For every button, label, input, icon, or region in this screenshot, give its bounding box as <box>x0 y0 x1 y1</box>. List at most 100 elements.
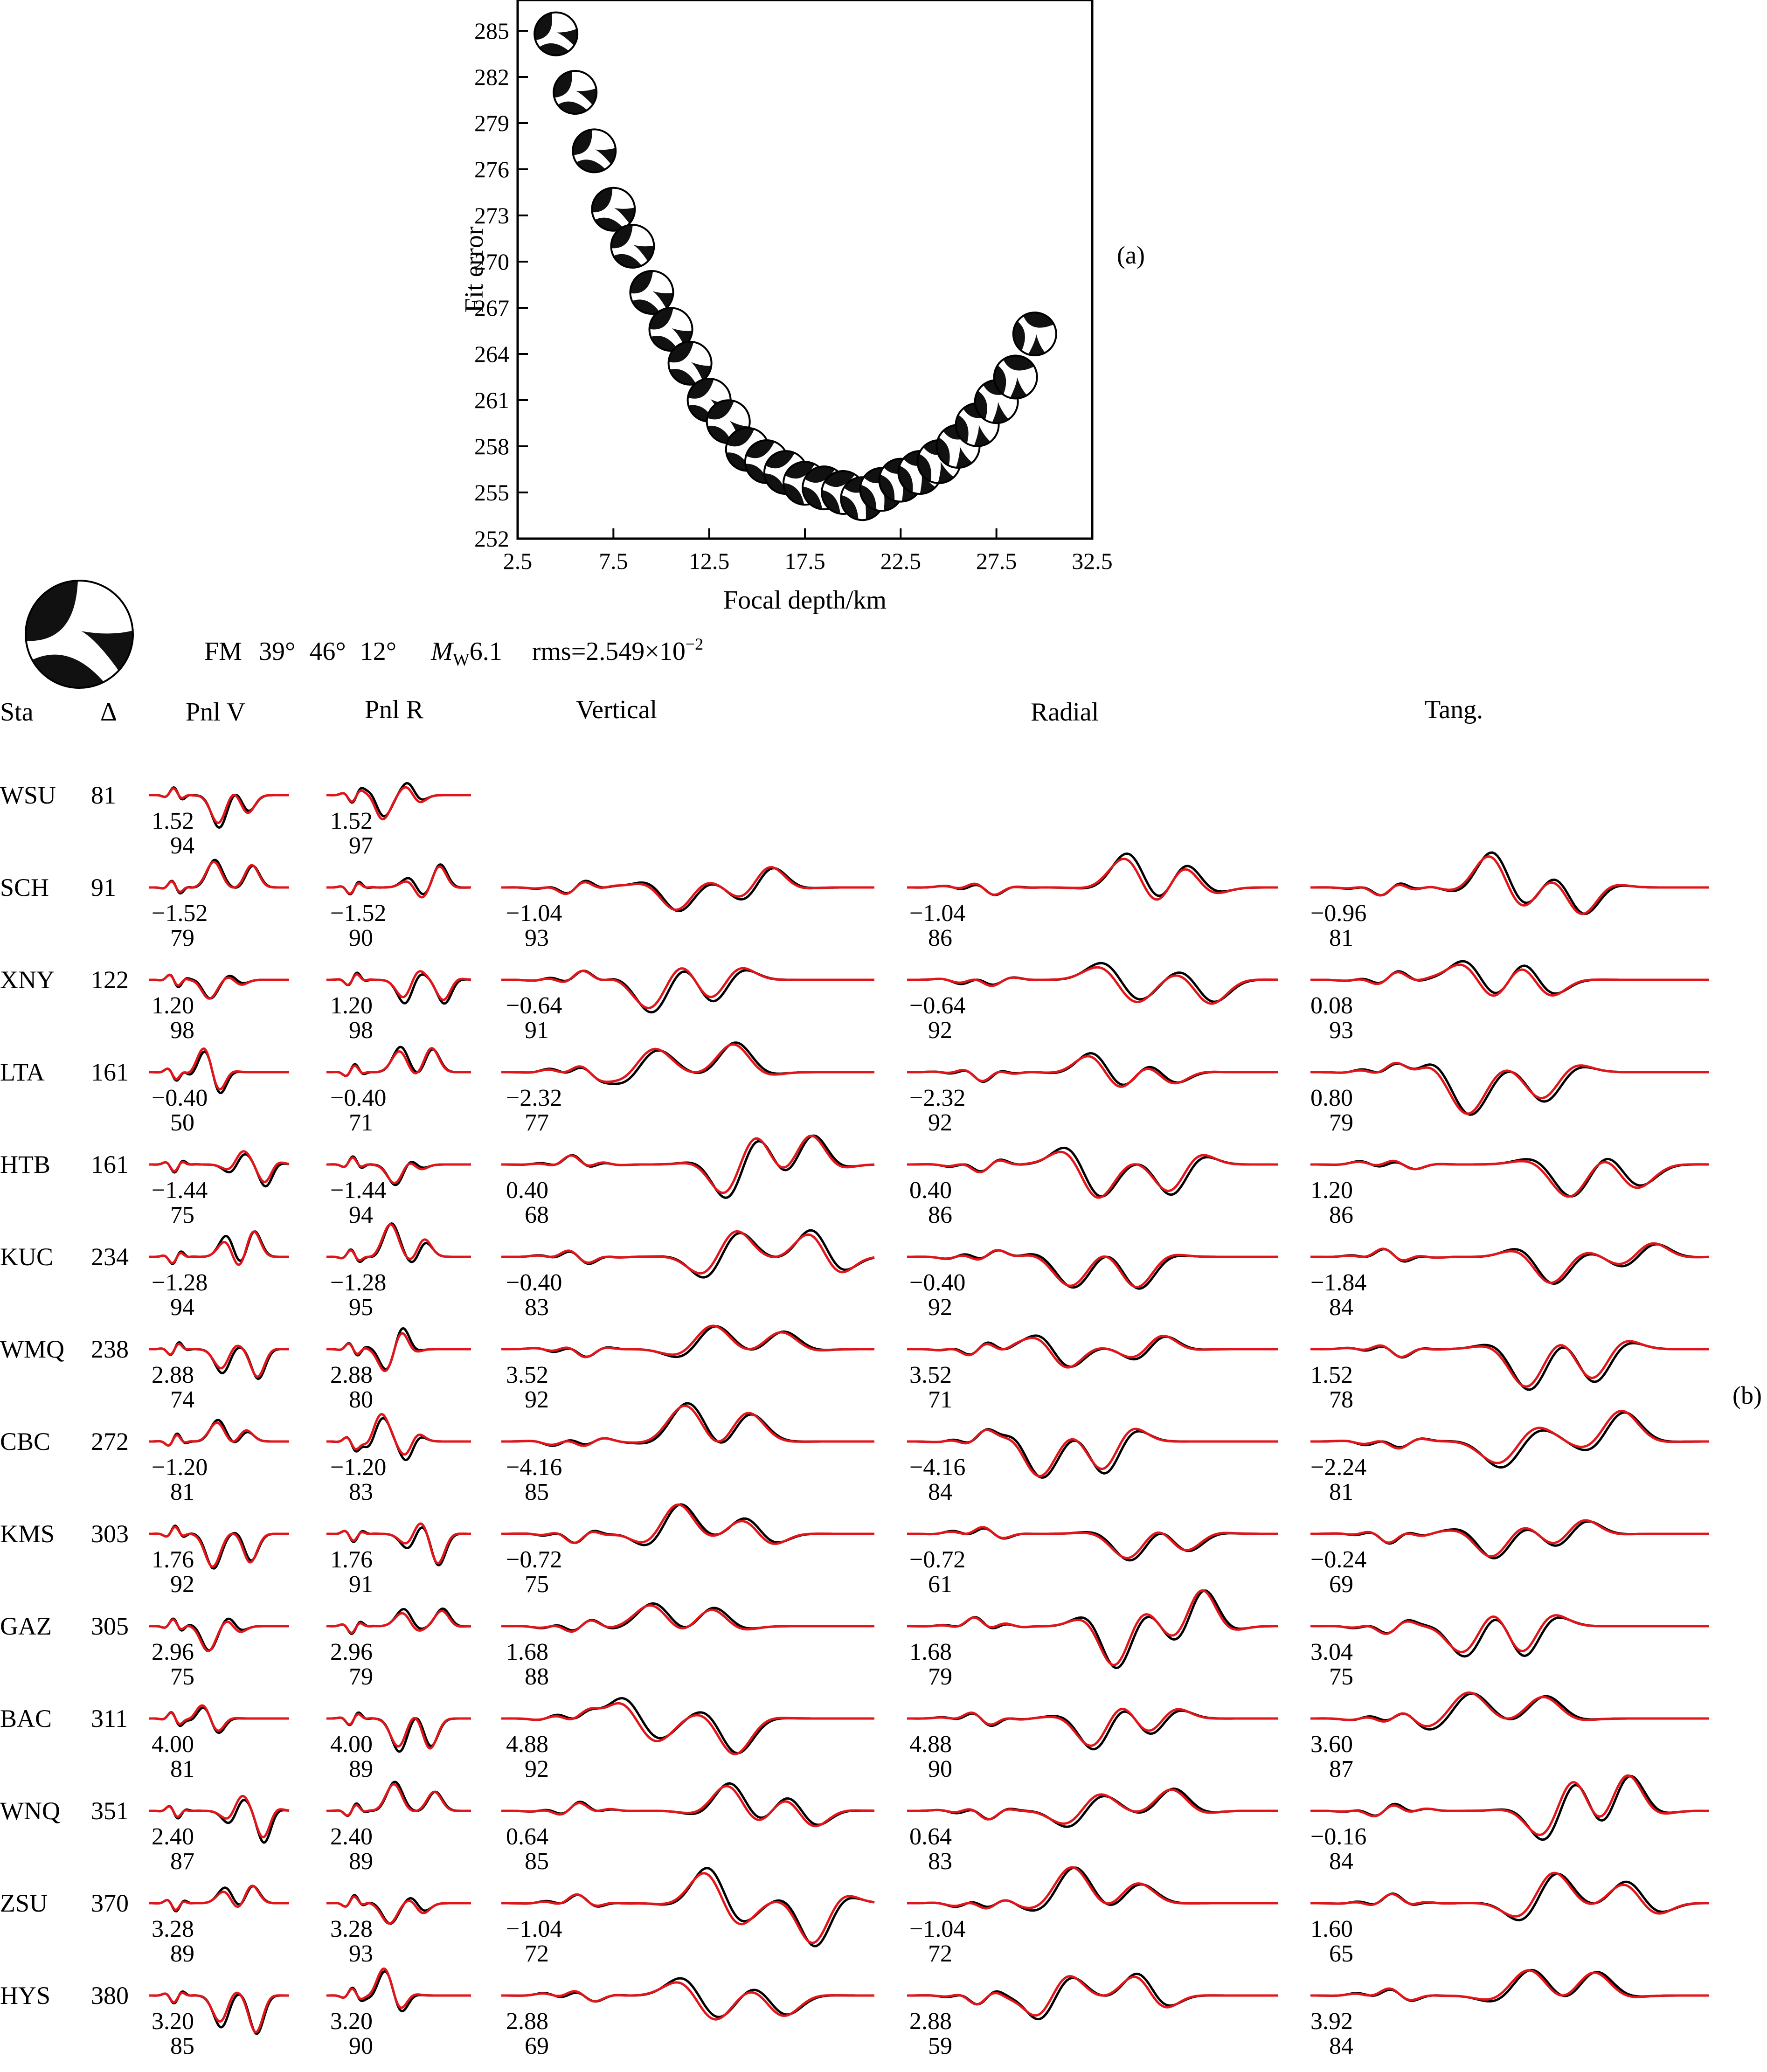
correlation: 84 <box>1329 2033 1353 2059</box>
time-shift: 3.20 <box>152 2008 194 2035</box>
synthetic-trace <box>1310 963 1709 997</box>
synthetic-trace <box>149 1150 290 1184</box>
synthetic-trace <box>149 1230 289 1266</box>
time-shift: −1.20 <box>152 1454 208 1481</box>
station-code: ZSU <box>0 1889 48 1917</box>
time-shift: 2.88 <box>330 1362 373 1388</box>
observed-trace <box>1310 1692 1709 1731</box>
time-shift: −1.28 <box>330 1269 386 1296</box>
synthetic-trace <box>326 1413 471 1456</box>
synthetic-trace <box>326 1967 471 2009</box>
synthetic-trace <box>326 1522 471 1565</box>
correlation: 81 <box>170 1756 194 1782</box>
time-shift: 3.52 <box>506 1362 548 1388</box>
time-shift: 1.68 <box>909 1639 952 1665</box>
fm-strike: 39° <box>259 637 295 666</box>
correlation: 98 <box>170 1017 194 1044</box>
station-distance: 370 <box>91 1889 129 1917</box>
station-distance: 351 <box>91 1797 129 1825</box>
y-tick-label: 261 <box>474 387 509 413</box>
synthetic-trace <box>907 1589 1278 1667</box>
correlation: 85 <box>170 2033 194 2059</box>
correlation: 84 <box>928 1479 952 1505</box>
time-shift: 2.96 <box>330 1639 373 1665</box>
time-shift: 4.88 <box>506 1731 548 1758</box>
header-sta: Sta <box>0 698 34 727</box>
correlation: 85 <box>525 1848 549 1875</box>
panel-b-label: (b) <box>1732 1381 1762 1409</box>
correlation: 75 <box>170 1663 194 1690</box>
synthetic-trace <box>907 1335 1278 1369</box>
synthetic-trace <box>326 1223 471 1262</box>
synthetic-trace <box>326 1783 471 1817</box>
observed-trace <box>907 1787 1278 1828</box>
correlation: 69 <box>1329 1571 1353 1598</box>
time-shift: 3.52 <box>909 1362 952 1388</box>
correlation: 87 <box>170 1848 194 1875</box>
x-tick-label: 2.5 <box>503 548 533 574</box>
correlation: 81 <box>1329 925 1353 951</box>
correlation: 79 <box>170 925 194 951</box>
time-shift: 3.20 <box>330 2008 373 2035</box>
correlation: 94 <box>349 1202 373 1228</box>
correlation: 61 <box>928 1571 952 1598</box>
synthetic-trace <box>1310 1969 1709 2002</box>
synthetic-trace <box>149 1885 289 1911</box>
synthetic-trace <box>501 967 874 1010</box>
observed-trace <box>149 1885 289 1913</box>
mw-subscript: W <box>453 650 470 670</box>
time-shift: 1.20 <box>152 992 194 1019</box>
time-shift: −0.72 <box>506 1546 562 1573</box>
correlation: 93 <box>1329 1017 1353 1044</box>
synthetic-trace <box>907 1707 1278 1747</box>
station-code: BAC <box>0 1705 52 1732</box>
time-shift: 2.88 <box>152 1362 194 1388</box>
beachball-point <box>648 307 693 352</box>
correlation: 86 <box>1329 1202 1353 1228</box>
header-radial: Radial <box>1031 698 1099 727</box>
time-shift: −1.04 <box>506 900 562 927</box>
correlation: 90 <box>928 1756 952 1782</box>
beachball-point <box>985 346 1038 408</box>
station-distance: 305 <box>91 1612 129 1640</box>
time-shift: 2.88 <box>506 2008 548 2035</box>
synthetic-trace <box>1310 1340 1709 1388</box>
time-shift: −2.32 <box>506 1085 562 1111</box>
time-shift: −1.20 <box>330 1454 386 1481</box>
y-tick-label: 273 <box>474 202 509 229</box>
synthetic-trace <box>326 1895 471 1925</box>
synthetic-trace <box>907 966 1278 1005</box>
time-shift: −0.72 <box>909 1546 965 1573</box>
x-tick-label: 22.5 <box>880 548 922 574</box>
station-distance: 311 <box>91 1705 128 1732</box>
time-shift: 1.52 <box>1310 1362 1353 1388</box>
correlation: 94 <box>170 832 194 859</box>
observed-trace <box>1310 1872 1710 1921</box>
observed-trace <box>501 1697 874 1754</box>
observed-trace <box>501 1134 875 1199</box>
observed-trace <box>907 1146 1278 1198</box>
correlation: 69 <box>525 2033 549 2059</box>
correlation: 91 <box>525 1017 549 1044</box>
station-code: KMS <box>0 1520 55 1548</box>
